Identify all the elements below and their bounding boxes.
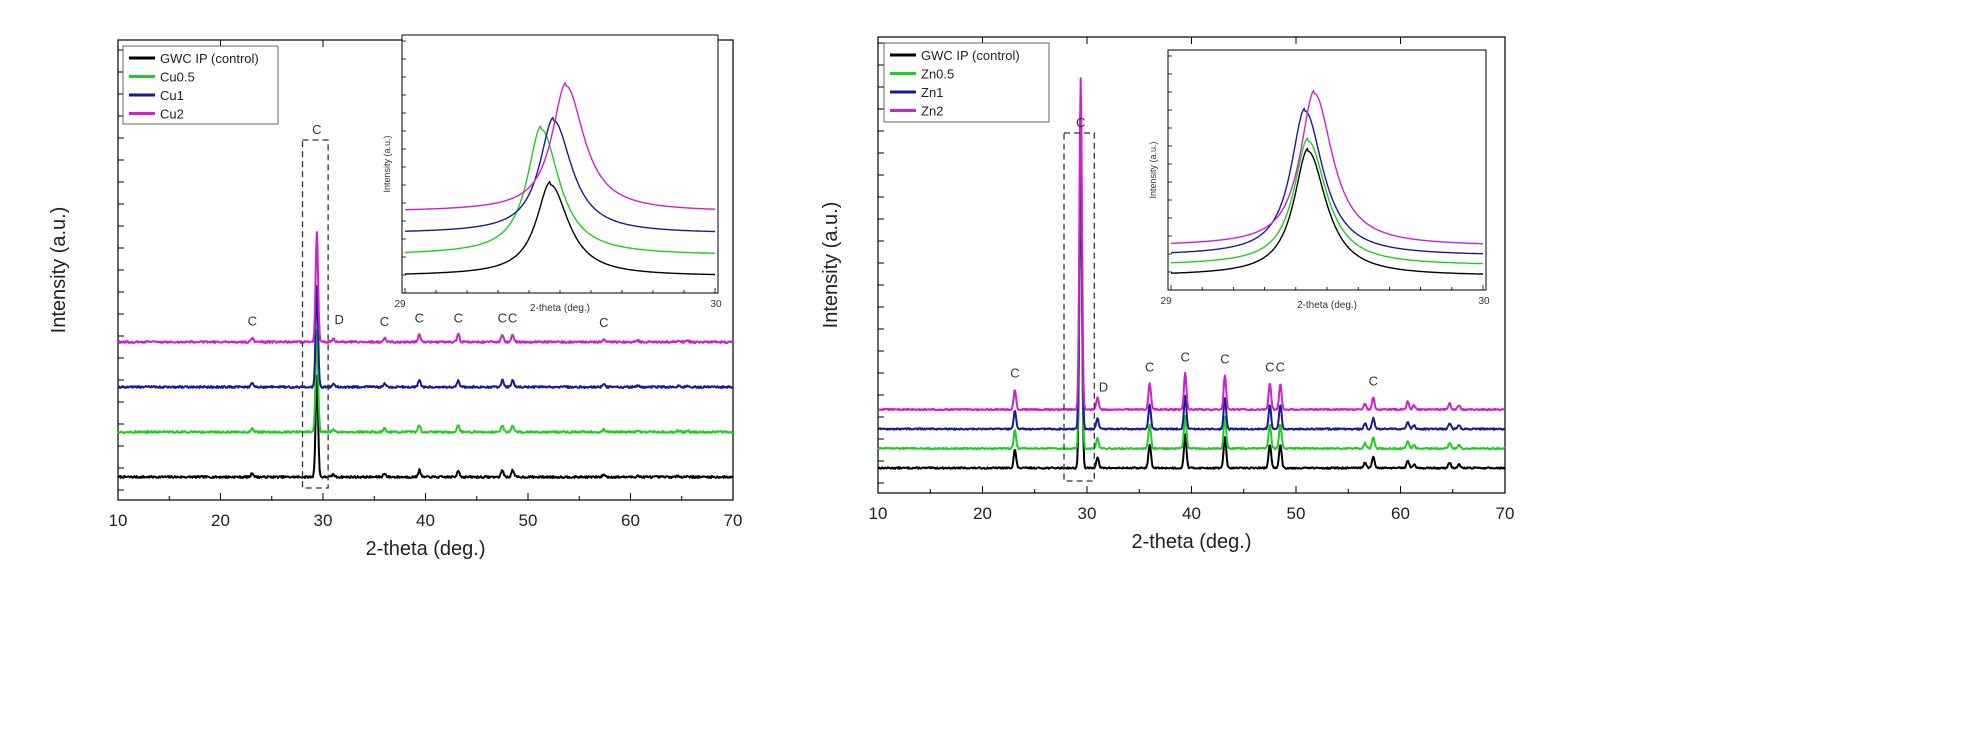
series-line-cu1 xyxy=(117,285,734,389)
inset-series-line xyxy=(1171,147,1484,275)
x-axis-label: 2-theta (deg.) xyxy=(1131,531,1251,553)
y-axis-ticks xyxy=(878,42,884,484)
legend-label: Cu2 xyxy=(160,107,184,122)
inset-y-axis-label: Intensity (a.u.) xyxy=(382,135,392,192)
peak-annotation: C xyxy=(1076,115,1085,130)
legend-label: GWC IP (control) xyxy=(921,48,1020,63)
x-tick-label: 60 xyxy=(1391,504,1410,523)
peak-annotation: C xyxy=(508,310,517,325)
peak-annotation: C xyxy=(1220,352,1229,367)
inset-x-axis-label: 2-theta (deg.) xyxy=(530,303,590,314)
x-tick-label: 60 xyxy=(621,511,640,530)
legend-label: Zn0.5 xyxy=(921,67,954,82)
peak-annotation: C xyxy=(1010,366,1019,381)
x-tick-label: 40 xyxy=(1182,504,1201,523)
chart-panel-a: 10 20 30 40 50 60 70 2-theta (deg.) Intensity (a… xyxy=(48,34,743,560)
inset-plot: 29 30 2-theta (deg.) Intensity (a.u.) xyxy=(1148,49,1490,311)
series-line-zn2 xyxy=(877,77,1506,412)
peak-annotation: C xyxy=(454,310,463,325)
inset-y-axis-label: Intensity (a.u.) xyxy=(1148,141,1158,198)
zoom-region-box xyxy=(301,139,329,489)
x-tick-label: 30 xyxy=(1078,504,1097,523)
inset-x-tick-label: 29 xyxy=(394,299,406,310)
legend-label: Cu0.5 xyxy=(160,70,195,85)
zoom-region-box xyxy=(1063,132,1095,482)
y-axis-label: Intensity (a.u.) xyxy=(48,207,70,334)
x-tick-label: 70 xyxy=(1496,504,1515,523)
series-line-zn0-5 xyxy=(877,142,1506,451)
peak-annotation: C xyxy=(599,315,608,330)
peak-annotation: C xyxy=(312,122,321,137)
inset-series-line xyxy=(1171,89,1483,245)
x-tick-label: 30 xyxy=(314,511,333,530)
y-axis-label: Intensity (a.u.) xyxy=(820,202,842,329)
inset-x-tick-label: 30 xyxy=(1478,296,1490,307)
inset-series-line xyxy=(405,180,715,276)
x-tick-label: 20 xyxy=(211,511,230,530)
legend-label: Zn2 xyxy=(921,104,943,119)
inset-x-tick-label: 30 xyxy=(710,299,722,310)
peak-annotation: C xyxy=(1181,350,1190,365)
series-line-cu0-5 xyxy=(117,329,734,434)
x-tick-label: 50 xyxy=(519,511,538,530)
series-line-cu2 xyxy=(117,231,734,344)
x-tick-label: 70 xyxy=(724,511,743,530)
inset-frame xyxy=(1167,49,1487,291)
legend: GWC IP (control) Zn0.5 Zn1 Zn2 xyxy=(883,42,1050,123)
peak-annotation: C xyxy=(1265,360,1274,375)
legend-label: Zn1 xyxy=(921,85,943,100)
legend-label: GWC IP (control) xyxy=(160,51,259,66)
legend: GWC IP (control) Cu0.5 Cu1 Cu2 xyxy=(122,45,279,125)
inset-series-line xyxy=(405,116,715,233)
peak-annotation: C xyxy=(1276,360,1285,375)
y-axis-ticks xyxy=(118,49,124,491)
x-tick-label: 50 xyxy=(1287,504,1306,523)
peak-annotation: D xyxy=(1099,380,1108,395)
x-tick-label: 10 xyxy=(869,504,888,523)
inset-frame xyxy=(401,34,719,294)
chart-panel-b: 10 20 30 40 50 60 70 2-theta (deg.) Intensity (a… xyxy=(820,36,1515,553)
peak-annotation: C xyxy=(248,314,257,329)
inset-plot: 29 30 2-theta (deg.) Intensity (a.u.) xyxy=(382,34,722,314)
inset-x-tick-label: 29 xyxy=(1160,296,1172,307)
inset-series-line xyxy=(1170,136,1483,265)
peak-annotation: C xyxy=(1369,374,1378,389)
peak-annotation: D xyxy=(335,312,344,327)
peak-annotation: C xyxy=(380,314,389,329)
x-axis-label: 2-theta (deg.) xyxy=(365,538,485,560)
x-tick-label: 20 xyxy=(973,504,992,523)
inset-series-line xyxy=(405,81,715,211)
inset-series-line xyxy=(1170,107,1483,255)
inset-x-axis-label: 2-theta (deg.) xyxy=(1297,300,1357,311)
peak-annotation: C xyxy=(1145,360,1154,375)
inset-series-line xyxy=(404,124,715,254)
series-line-gwc-ip-control- xyxy=(877,161,1506,470)
series-line-zn1 xyxy=(877,123,1506,431)
x-tick-label: 10 xyxy=(109,511,128,530)
legend-label: Cu1 xyxy=(160,88,184,103)
peak-annotation: C xyxy=(498,310,507,325)
peak-annotation: C xyxy=(415,310,424,325)
series-line-gwc-ip-control- xyxy=(117,374,734,479)
x-tick-label: 40 xyxy=(416,511,435,530)
